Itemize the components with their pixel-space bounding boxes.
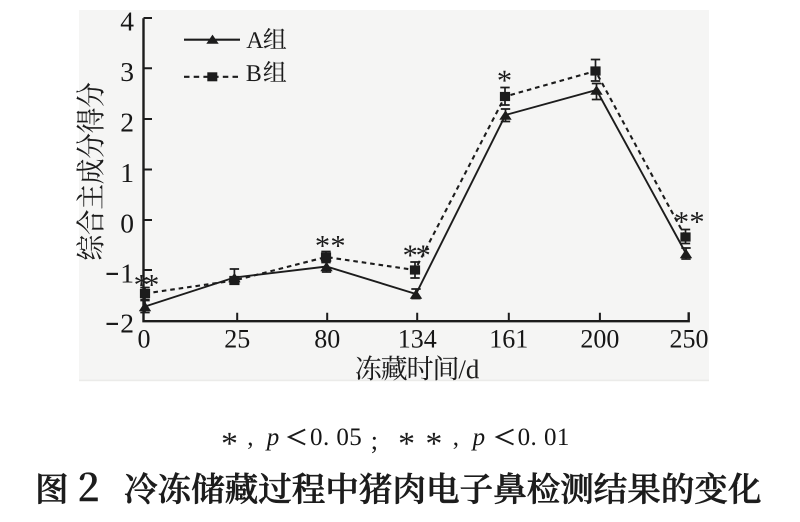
svg-text:0: 0 xyxy=(138,325,151,354)
svg-text:2: 2 xyxy=(120,107,134,138)
svg-text:1: 1 xyxy=(120,258,134,289)
svg-text:80: 80 xyxy=(314,325,340,354)
svg-text:p: p xyxy=(265,424,280,451)
svg-text:;: ; xyxy=(371,426,378,455)
svg-text:p: p xyxy=(471,424,486,451)
svg-text:25: 25 xyxy=(224,325,250,354)
svg-text:250: 250 xyxy=(670,325,709,354)
svg-text:200: 200 xyxy=(580,325,619,354)
svg-text:0. 01: 0. 01 xyxy=(518,424,570,451)
svg-text:,: , xyxy=(453,424,459,451)
svg-text:4: 4 xyxy=(120,6,134,37)
svg-text:134: 134 xyxy=(398,325,437,354)
svg-text:0: 0 xyxy=(120,208,134,239)
svg-text:2: 2 xyxy=(120,308,134,339)
svg-text:0. 05: 0. 05 xyxy=(310,424,362,451)
svg-text:1: 1 xyxy=(120,157,134,188)
svg-text:,: , xyxy=(247,424,253,451)
svg-text:3: 3 xyxy=(120,56,134,87)
svg-text:161: 161 xyxy=(489,325,528,354)
